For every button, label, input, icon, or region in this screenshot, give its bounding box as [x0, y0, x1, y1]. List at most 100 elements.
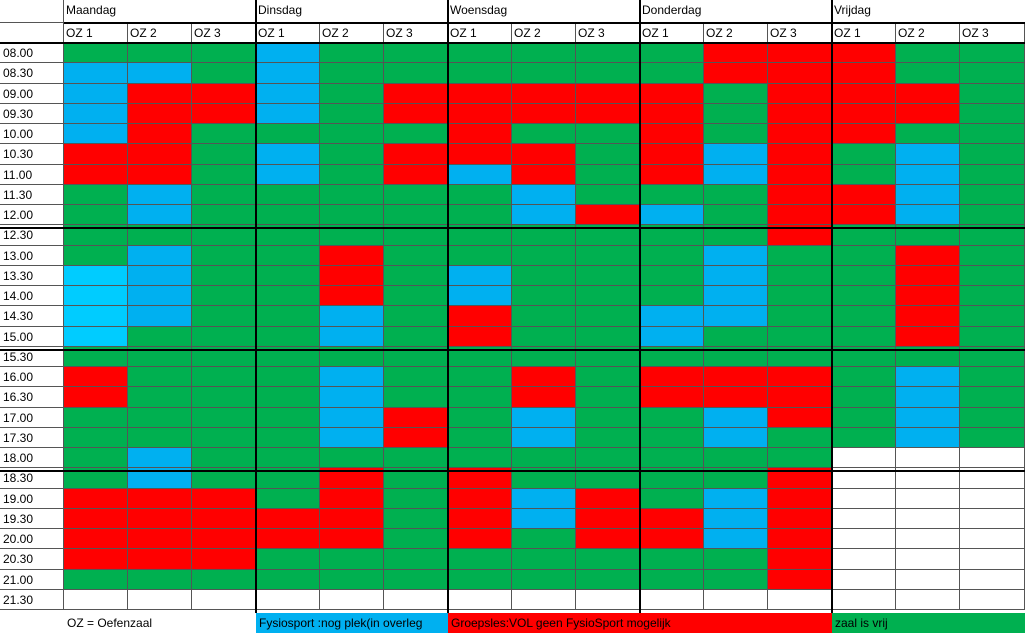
- slot-cell-mon-oz3[interactable]: [192, 367, 256, 387]
- slot-cell-thu-oz3[interactable]: [768, 327, 832, 347]
- slot-cell-wed-oz2[interactable]: [512, 489, 576, 509]
- slot-cell-tue-oz2[interactable]: [320, 367, 384, 387]
- slot-cell-wed-oz2[interactable]: [512, 468, 576, 489]
- slot-cell-fri-oz3[interactable]: [960, 246, 1025, 266]
- slot-cell-thu-oz3[interactable]: [768, 144, 832, 165]
- slot-cell-fri-oz1[interactable]: [832, 549, 896, 570]
- slot-cell-fri-oz1[interactable]: [832, 144, 896, 165]
- slot-cell-fri-oz1[interactable]: [832, 509, 896, 529]
- slot-cell-thu-oz1[interactable]: [640, 468, 704, 489]
- slot-cell-fri-oz2[interactable]: [896, 509, 960, 529]
- slot-cell-mon-oz2[interactable]: [128, 387, 192, 408]
- slot-cell-tue-oz1[interactable]: [256, 43, 320, 63]
- slot-cell-mon-oz3[interactable]: [192, 144, 256, 165]
- slot-cell-wed-oz2[interactable]: [512, 84, 576, 104]
- slot-cell-thu-oz3[interactable]: [768, 185, 832, 205]
- slot-cell-wed-oz2[interactable]: [512, 286, 576, 306]
- slot-cell-thu-oz1[interactable]: [640, 448, 704, 468]
- slot-cell-mon-oz2[interactable]: [128, 489, 192, 509]
- slot-cell-thu-oz2[interactable]: [704, 165, 768, 185]
- time-label[interactable]: 12.00: [0, 205, 64, 225]
- slot-cell-tue-oz3[interactable]: [384, 144, 448, 165]
- slot-cell-fri-oz1[interactable]: [832, 185, 896, 205]
- slot-cell-thu-oz1[interactable]: [640, 266, 704, 286]
- slot-cell-tue-oz3[interactable]: [384, 367, 448, 387]
- slot-cell-thu-oz3[interactable]: [768, 205, 832, 225]
- slot-cell-wed-oz1[interactable]: [448, 104, 512, 124]
- slot-cell-thu-oz2[interactable]: [704, 489, 768, 509]
- slot-cell-thu-oz2[interactable]: [704, 387, 768, 408]
- slot-cell-tue-oz1[interactable]: [256, 144, 320, 165]
- slot-cell-fri-oz2[interactable]: [896, 387, 960, 408]
- slot-cell-tue-oz1[interactable]: [256, 266, 320, 286]
- slot-cell-mon-oz1[interactable]: [64, 185, 128, 205]
- slot-cell-wed-oz2[interactable]: [512, 408, 576, 428]
- slot-cell-fri-oz2[interactable]: [896, 63, 960, 84]
- slot-cell-tue-oz2[interactable]: [320, 570, 384, 590]
- room-header-thu-oz2[interactable]: OZ 2: [704, 23, 768, 43]
- slot-cell-mon-oz3[interactable]: [192, 549, 256, 570]
- slot-cell-mon-oz1[interactable]: [64, 428, 128, 448]
- corner-cell[interactable]: [0, 23, 64, 43]
- slot-cell-fri-oz3[interactable]: [960, 84, 1025, 104]
- slot-cell-fri-oz1[interactable]: [832, 225, 896, 246]
- slot-cell-wed-oz3[interactable]: [576, 306, 640, 327]
- slot-cell-fri-oz1[interactable]: [832, 286, 896, 306]
- time-label[interactable]: 14.30: [0, 306, 64, 327]
- slot-cell-wed-oz3[interactable]: [576, 104, 640, 124]
- time-label[interactable]: 13.00: [0, 246, 64, 266]
- time-label[interactable]: 18.30: [0, 468, 64, 489]
- slot-cell-mon-oz3[interactable]: [192, 306, 256, 327]
- slot-cell-wed-oz1[interactable]: [448, 367, 512, 387]
- slot-cell-wed-oz1[interactable]: [448, 570, 512, 590]
- time-label[interactable]: 11.00: [0, 165, 64, 185]
- time-label[interactable]: 15.00: [0, 327, 64, 347]
- slot-cell-fri-oz2[interactable]: [896, 306, 960, 327]
- slot-cell-mon-oz3[interactable]: [192, 185, 256, 205]
- slot-cell-mon-oz2[interactable]: [128, 185, 192, 205]
- slot-cell-mon-oz2[interactable]: [128, 144, 192, 165]
- slot-cell-mon-oz1[interactable]: [64, 266, 128, 286]
- slot-cell-thu-oz2[interactable]: [704, 327, 768, 347]
- slot-cell-thu-oz1[interactable]: [640, 428, 704, 448]
- slot-cell-wed-oz2[interactable]: [512, 246, 576, 266]
- slot-cell-thu-oz3[interactable]: [768, 266, 832, 286]
- slot-cell-mon-oz3[interactable]: [192, 529, 256, 549]
- slot-cell-mon-oz1[interactable]: [64, 306, 128, 327]
- slot-cell-fri-oz3[interactable]: [960, 408, 1025, 428]
- slot-cell-fri-oz2[interactable]: [896, 124, 960, 144]
- slot-cell-thu-oz1[interactable]: [640, 63, 704, 84]
- slot-cell-wed-oz2[interactable]: [512, 144, 576, 165]
- slot-cell-fri-oz3[interactable]: [960, 570, 1025, 590]
- time-label[interactable]: 14.00: [0, 286, 64, 306]
- slot-cell-tue-oz3[interactable]: [384, 570, 448, 590]
- slot-cell-tue-oz3[interactable]: [384, 84, 448, 104]
- slot-cell-thu-oz1[interactable]: [640, 43, 704, 63]
- slot-cell-wed-oz3[interactable]: [576, 408, 640, 428]
- slot-cell-tue-oz2[interactable]: [320, 509, 384, 529]
- slot-cell-thu-oz2[interactable]: [704, 104, 768, 124]
- slot-cell-wed-oz3[interactable]: [576, 286, 640, 306]
- time-label[interactable]: 19.00: [0, 489, 64, 509]
- slot-cell-tue-oz1[interactable]: [256, 570, 320, 590]
- slot-cell-wed-oz2[interactable]: [512, 347, 576, 367]
- slot-cell-thu-oz3[interactable]: [768, 84, 832, 104]
- slot-cell-thu-oz2[interactable]: [704, 509, 768, 529]
- slot-cell-fri-oz1[interactable]: [832, 347, 896, 367]
- slot-cell-fri-oz3[interactable]: [960, 205, 1025, 225]
- slot-cell-wed-oz3[interactable]: [576, 428, 640, 448]
- slot-cell-fri-oz1[interactable]: [832, 468, 896, 489]
- time-label[interactable]: 21.30: [0, 590, 64, 610]
- slot-cell-thu-oz3[interactable]: [768, 570, 832, 590]
- slot-cell-tue-oz2[interactable]: [320, 327, 384, 347]
- slot-cell-thu-oz3[interactable]: [768, 489, 832, 509]
- slot-cell-mon-oz3[interactable]: [192, 43, 256, 63]
- slot-cell-fri-oz2[interactable]: [896, 205, 960, 225]
- slot-cell-mon-oz1[interactable]: [64, 489, 128, 509]
- slot-cell-wed-oz1[interactable]: [448, 387, 512, 408]
- slot-cell-wed-oz1[interactable]: [448, 327, 512, 347]
- slot-cell-tue-oz2[interactable]: [320, 387, 384, 408]
- slot-cell-wed-oz3[interactable]: [576, 124, 640, 144]
- slot-cell-wed-oz3[interactable]: [576, 266, 640, 286]
- slot-cell-fri-oz3[interactable]: [960, 590, 1025, 610]
